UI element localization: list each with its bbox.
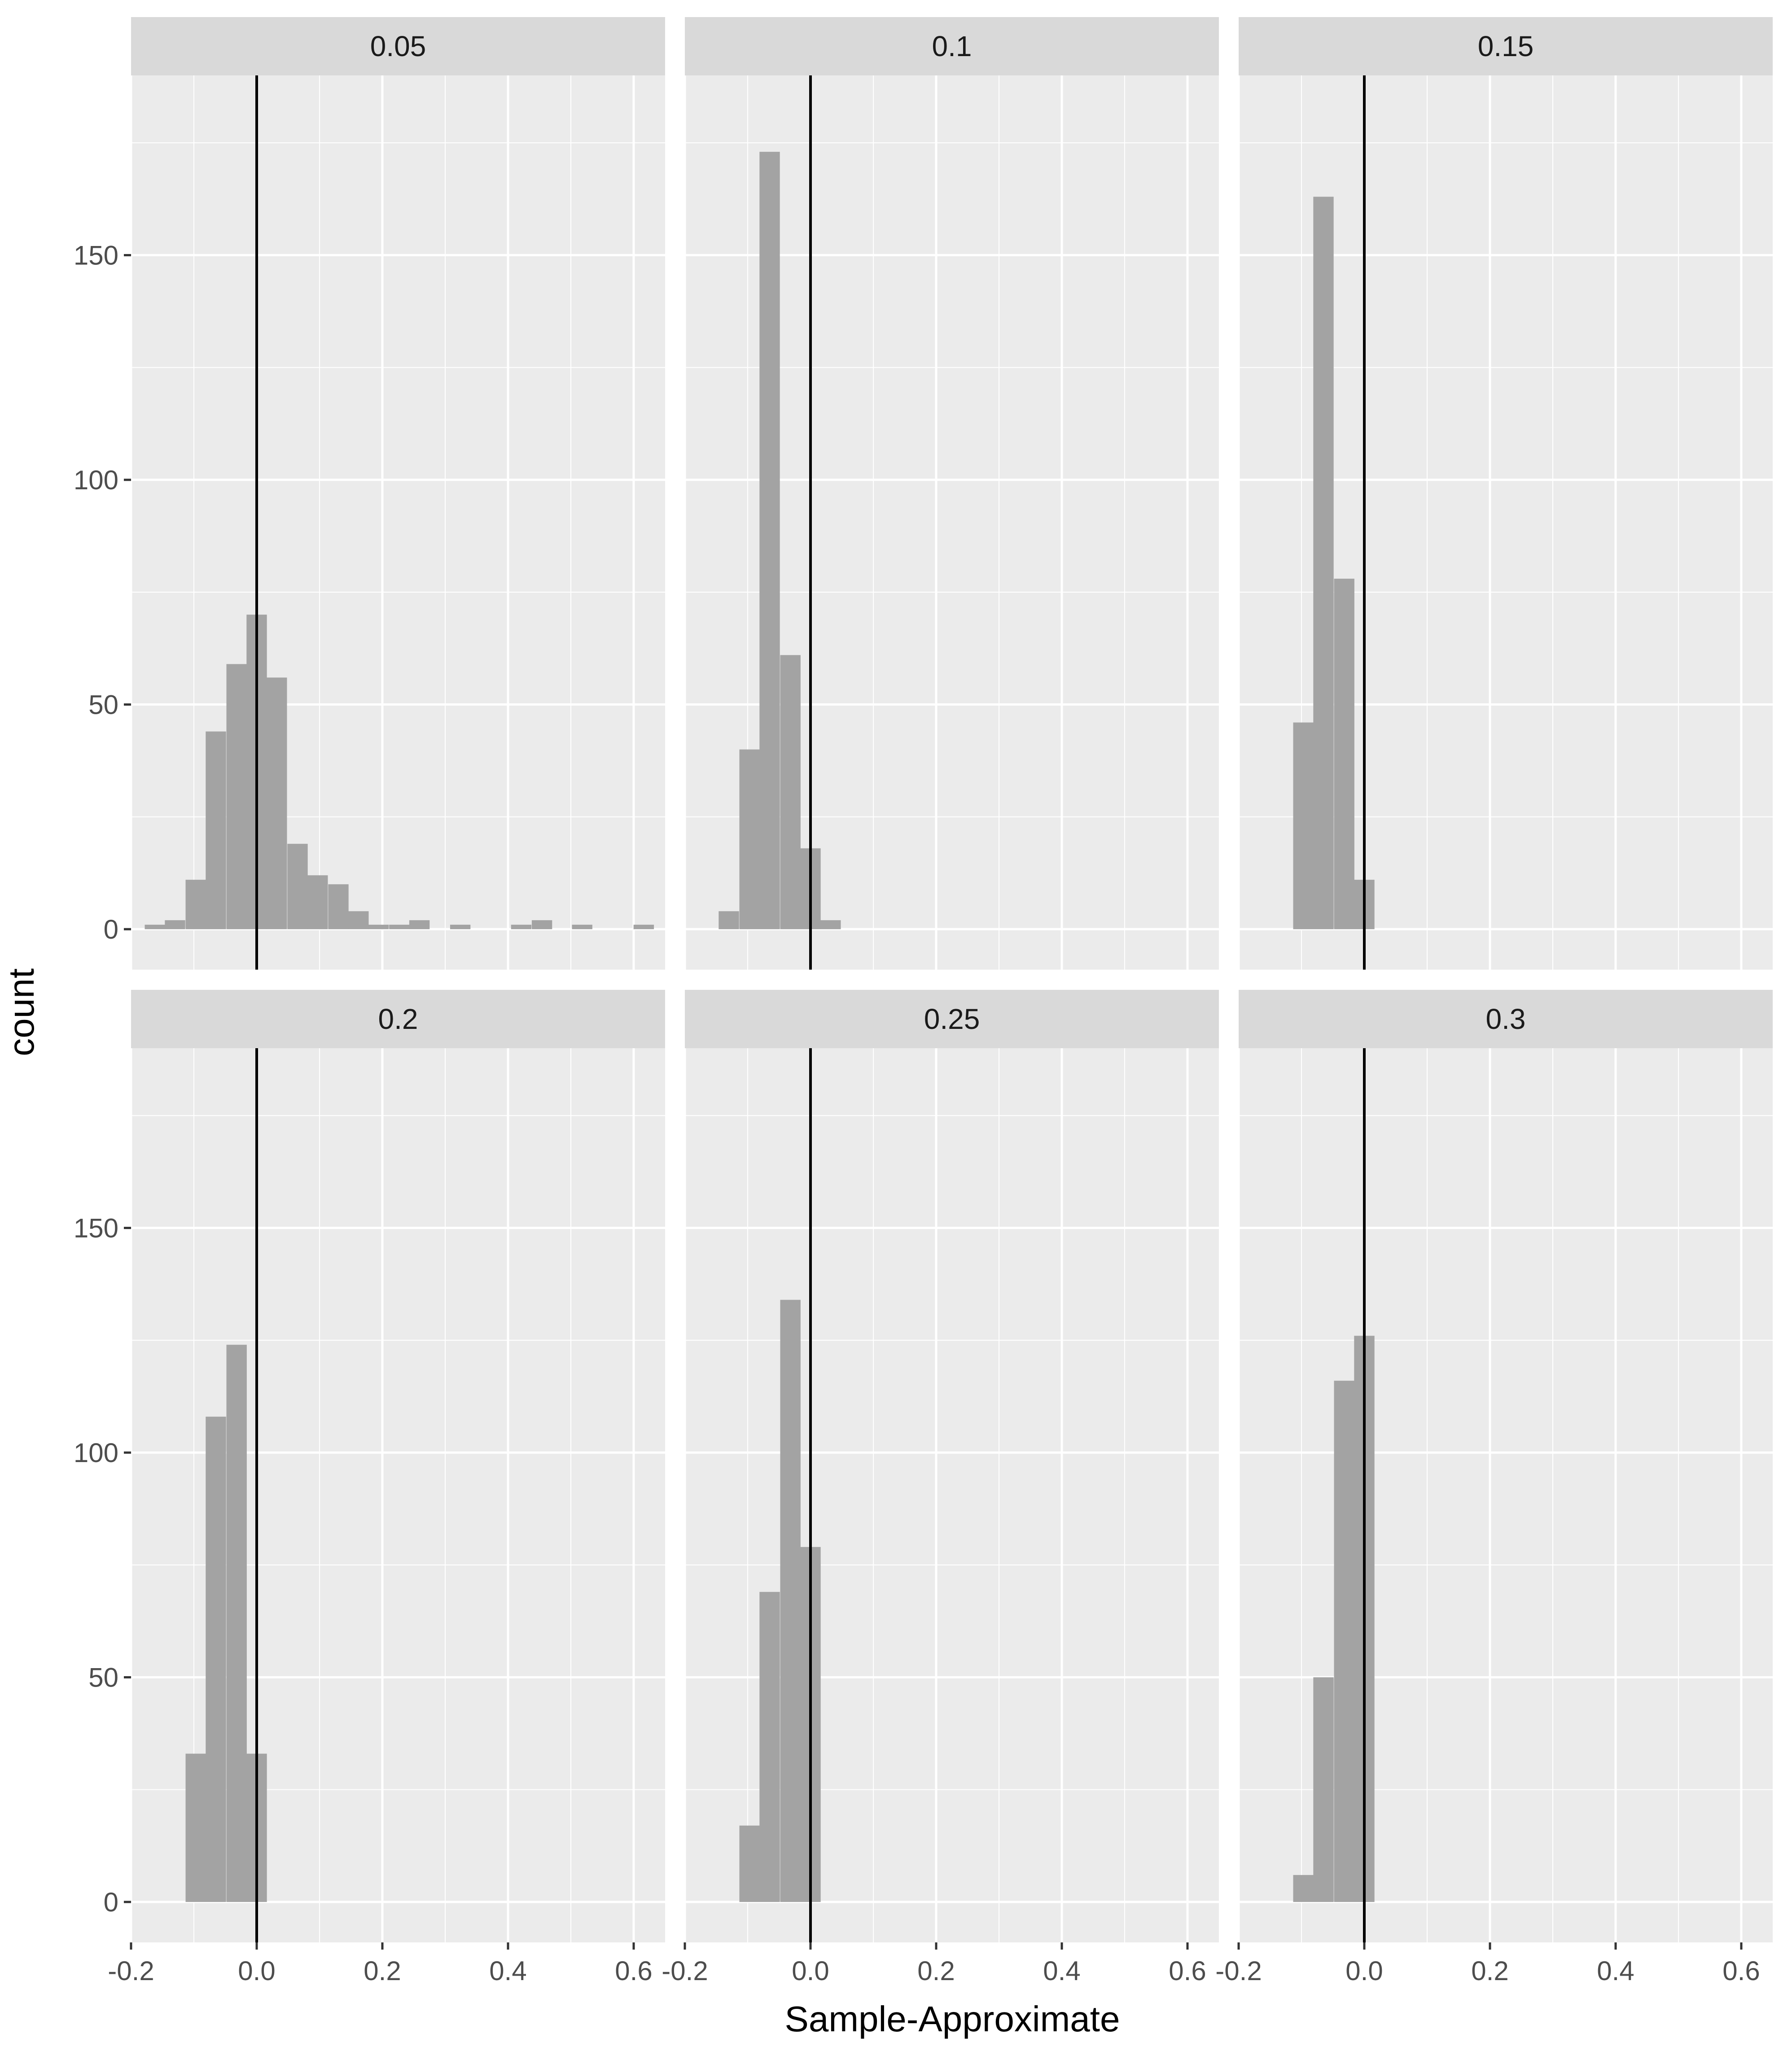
histogram-bar [165, 920, 185, 929]
histogram-bar [739, 749, 760, 929]
facet-panel: 0.15 [1237, 17, 1773, 970]
facet-strip-label: 0.05 [370, 30, 426, 62]
histogram-bar [739, 1825, 760, 1902]
histogram-bar [409, 920, 430, 929]
facet-strip [1239, 990, 1773, 1048]
histogram-bar [185, 1753, 206, 1902]
y-tick-label: 0 [104, 1887, 118, 1917]
histogram-bar [759, 152, 780, 929]
y-axis-title: count [1, 968, 41, 1056]
facet-strip-label: 0.25 [924, 1003, 980, 1035]
facet-strip-label: 0.15 [1478, 30, 1534, 62]
facet-panel: 0.25 [684, 990, 1219, 1942]
x-tick-label: 0.0 [1345, 1956, 1383, 1986]
facet-strip [131, 17, 665, 75]
histogram-bar [267, 677, 287, 929]
facet-panel: 0.2 [130, 990, 665, 1942]
y-tick-label: 150 [74, 1213, 118, 1243]
x-tick-label: 0.4 [1597, 1956, 1634, 1986]
facet-panel: 0.1 [684, 17, 1219, 970]
facet-panel: 0.05 [130, 17, 665, 970]
x-tick-label: 0.2 [364, 1956, 401, 1986]
histogram-bar [348, 911, 369, 929]
histogram-bar [759, 1592, 780, 1902]
x-tick-label: 0.0 [238, 1956, 275, 1986]
facet-strip-label: 0.2 [378, 1003, 418, 1035]
facet-strip [685, 990, 1219, 1048]
histogram-bar [389, 924, 410, 929]
y-tick-label: 50 [88, 1662, 118, 1692]
x-tick-label: 0.2 [917, 1956, 955, 1986]
histogram-bar [531, 920, 552, 929]
histogram-bar [1293, 722, 1314, 929]
facet-strip-label: 0.1 [932, 30, 972, 62]
histogram-bar [450, 924, 471, 929]
histogram-bar [206, 731, 226, 929]
x-tick-label: 0.6 [1169, 1956, 1206, 1986]
facet-panels: 0.05 0.1 0.15 0.2 0.25 0.3 [130, 17, 1773, 1942]
facet-strip-label: 0.3 [1486, 1003, 1526, 1035]
histogram-bar [145, 924, 165, 929]
histogram-bar [226, 1344, 247, 1902]
y-tick-label: 50 [88, 690, 118, 720]
facet-panel: 0.3 [1237, 990, 1773, 1942]
histogram-bar [820, 920, 841, 929]
x-tick-label: 0.0 [792, 1956, 829, 1986]
x-tick-label: -0.2 [1215, 1956, 1262, 1986]
y-tick-label: 100 [74, 465, 118, 495]
facet-strip [1239, 17, 1773, 75]
histogram-bar [328, 884, 349, 929]
histogram-bar [1334, 579, 1354, 929]
y-tick-label: 150 [74, 240, 118, 270]
histogram-bar [307, 875, 328, 929]
histogram-bar [780, 655, 801, 929]
y-axis: 0 50 100 150 0 50 100 150 [74, 240, 131, 1917]
histogram-bar [511, 924, 532, 929]
histogram-bar [1313, 1677, 1334, 1902]
x-tick-label: 0.6 [615, 1956, 652, 1986]
histogram-bar [185, 879, 206, 929]
x-tick-label: 0.4 [489, 1956, 526, 1986]
y-tick-label: 100 [74, 1438, 118, 1468]
x-tick-label: 0.4 [1043, 1956, 1080, 1986]
histogram-bar [206, 1416, 226, 1902]
x-axis-title: Sample-Approximate [785, 1999, 1120, 2039]
histogram-bar [226, 664, 247, 929]
y-tick-label: 0 [104, 914, 118, 944]
histogram-bar [572, 924, 592, 929]
histogram-bar [780, 1300, 801, 1902]
facet-strip [131, 990, 665, 1048]
histogram-bar [287, 843, 308, 929]
x-tick-label: -0.2 [662, 1956, 708, 1986]
x-tick-label: -0.2 [108, 1956, 154, 1986]
histogram-bar [719, 911, 739, 929]
x-tick-label: 0.2 [1471, 1956, 1508, 1986]
histogram-bar [1313, 197, 1334, 929]
histogram-bar [368, 924, 389, 929]
histogram-bar [1293, 1875, 1314, 1902]
x-tick-label: 0.6 [1722, 1956, 1760, 1986]
histogram-bar [633, 924, 654, 929]
histogram-bar [1334, 1380, 1354, 1902]
facet-strip [685, 17, 1219, 75]
x-axis: -0.2 0.0 0.2 0.4 0.6 -0.2 0.0 0.2 0.4 0.6 -0.2 0.0 0… [108, 1942, 1760, 1986]
